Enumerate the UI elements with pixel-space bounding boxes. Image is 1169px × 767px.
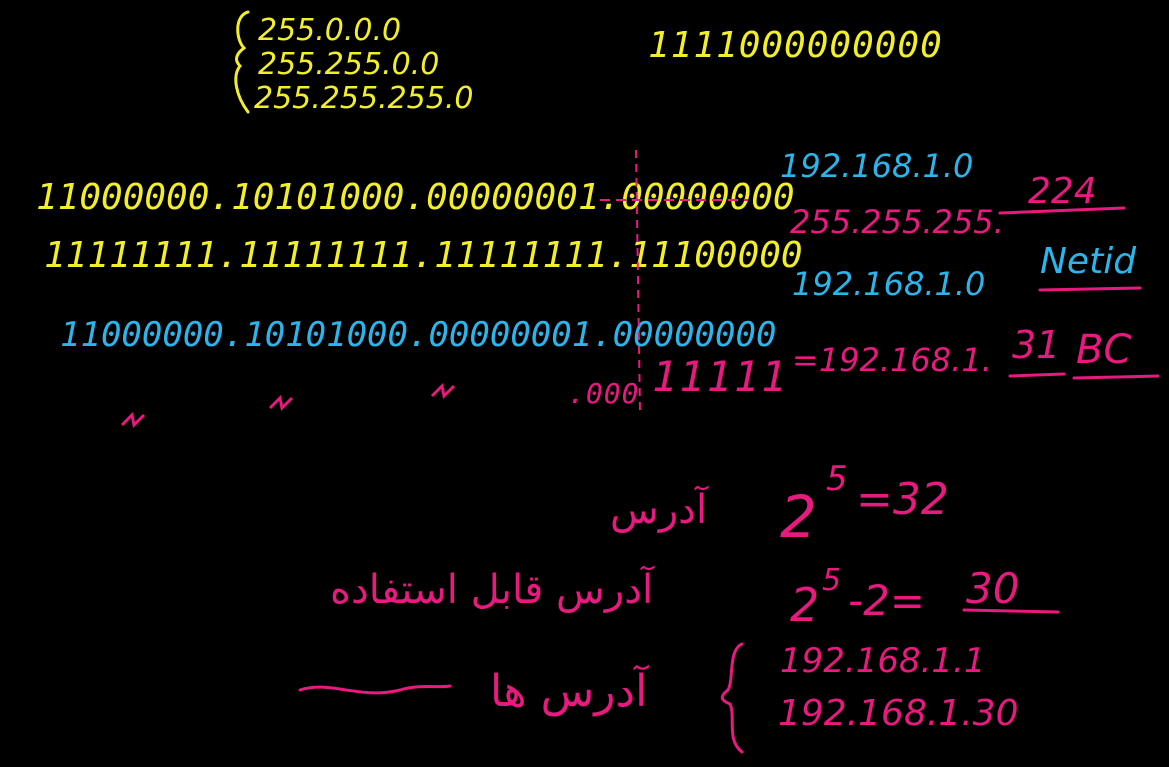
range-last: 192.168.1.30 xyxy=(778,693,1019,734)
ditto-ones: 11111 xyxy=(652,352,789,401)
mask-decimal-prefix: 255.255.255. xyxy=(790,203,1004,241)
power-result-2: 30 xyxy=(966,564,1020,613)
power-exp-2: 5 xyxy=(822,563,842,598)
broadcast-prefix: =192.168.1. xyxy=(792,341,992,379)
netid-address: 192.168.1.0 xyxy=(792,265,986,303)
mask-decimal-last: 224 xyxy=(1028,171,1097,212)
netid-label: Netid xyxy=(1040,241,1137,282)
ip-address: 192.168.1.0 xyxy=(780,147,974,185)
broadcast-last: 31 xyxy=(1012,323,1061,367)
mask-class-a: 255.0.0.0 xyxy=(258,13,402,48)
address-binary-row: 11000000.10101000.00000001.00000000 xyxy=(36,177,795,218)
binary-top: 1111000000000 xyxy=(648,25,943,66)
fa-label-address: آدرس xyxy=(610,487,708,533)
fa-label-usable: آدرس قابل استفاده xyxy=(330,567,654,613)
power-exp-1: 5 xyxy=(826,459,848,499)
broadcast-label: BC xyxy=(1076,327,1132,373)
ditto-tail: .000 xyxy=(568,377,640,410)
mask-binary-row: 11111111.11111111.11111111.11100000 xyxy=(44,235,803,276)
power-result-1: =32 xyxy=(856,474,949,525)
range-first: 192.168.1.1 xyxy=(780,641,986,681)
power-base-1: 2 xyxy=(780,483,817,551)
network-binary-row: 11000000.10101000.00000001.00000000 xyxy=(60,315,777,355)
power-base-2: 2 xyxy=(790,578,820,632)
fa-label-addresses: آدرس ها xyxy=(490,666,648,717)
mask-class-b: 255.255.0.0 xyxy=(258,47,440,82)
mask-class-c: 255.255.255.0 xyxy=(254,81,474,116)
power-mid-2: -2= xyxy=(848,576,926,625)
